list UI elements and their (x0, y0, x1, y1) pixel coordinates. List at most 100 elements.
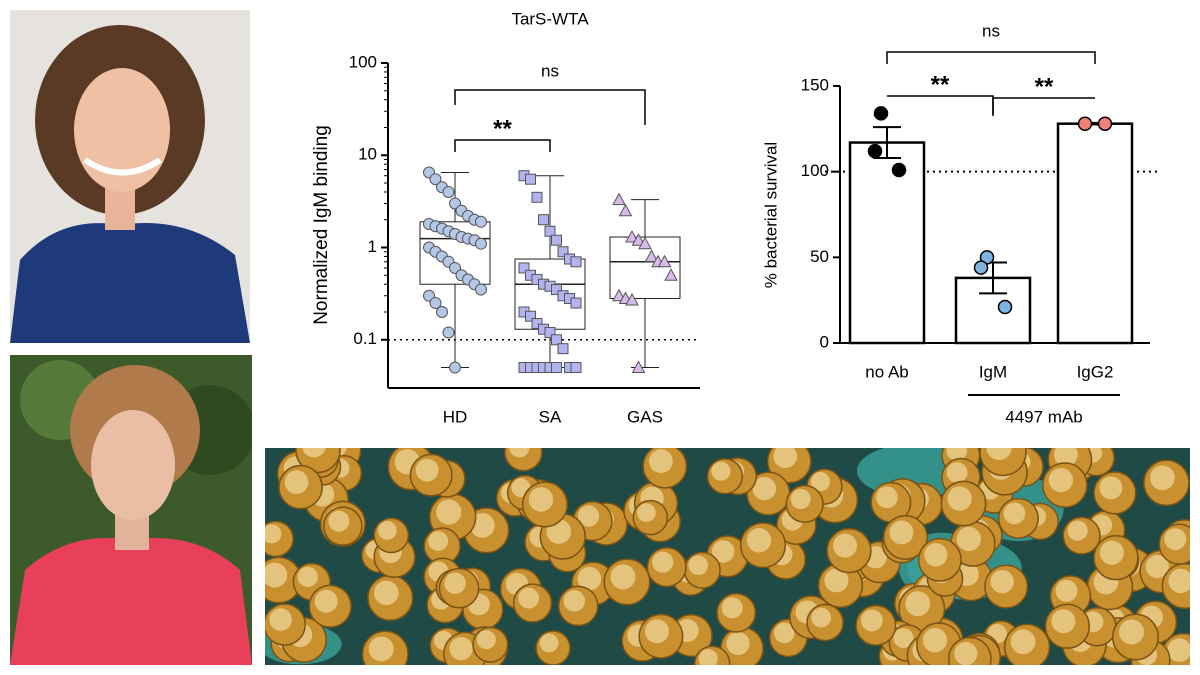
x-tick-label: no Ab (865, 362, 909, 381)
data-point (538, 214, 549, 226)
bacterium-highlight (1010, 629, 1036, 655)
data-point (557, 343, 569, 355)
bacterium-highlight (374, 580, 399, 606)
y-axis-label: % bacterial survival (761, 142, 780, 288)
micrograph (265, 448, 1190, 665)
bacterium-highlight (698, 649, 718, 665)
bacterium-highlight (1003, 502, 1026, 525)
bacterium-highlight (1051, 609, 1076, 634)
data-point (997, 299, 1013, 315)
data-point (475, 215, 487, 228)
bacterium-highlight (284, 470, 309, 494)
x-tick-label: GAS (627, 407, 663, 426)
bacterium-highlight (539, 633, 559, 653)
data-point (873, 106, 889, 121)
bacterium-highlight (810, 472, 831, 492)
data-point (544, 326, 556, 338)
data-point (551, 362, 562, 374)
bacterium-highlight (328, 510, 350, 532)
data-point (1097, 116, 1113, 131)
bacterium-highlight (368, 636, 394, 662)
bacterium-highlight (644, 619, 669, 644)
bacterium-highlight (893, 628, 914, 648)
bacterium-highlight (688, 555, 709, 576)
bacterium-highlight (1067, 520, 1088, 541)
bacterium-highlight (415, 458, 439, 482)
data-point (442, 185, 455, 198)
bacterium-highlight (946, 448, 968, 461)
data-point (436, 305, 448, 318)
y-tick-label: 100 (349, 52, 377, 71)
bacterium-highlight (956, 526, 981, 552)
data-point (531, 318, 543, 330)
data-point (891, 162, 907, 178)
significance-bracket (992, 97, 1095, 116)
bacterium-highlight (752, 476, 777, 501)
bacterium-highlight (577, 505, 600, 527)
bacterium-highlight (905, 591, 931, 617)
bacterium-highlight (711, 540, 735, 563)
y-tick-label: 1 (368, 237, 377, 256)
portrait-photo-2 (10, 355, 252, 665)
data-point (1077, 116, 1093, 131)
data-point (657, 254, 672, 268)
significance-label: ** (931, 71, 950, 98)
bacterium-highlight (1099, 540, 1124, 565)
bacterium-highlight (876, 486, 898, 509)
bacterium-highlight (302, 448, 326, 458)
data-point (518, 262, 530, 274)
bacterium-highlight (824, 568, 849, 593)
bacterium-highlight (1099, 476, 1123, 500)
data-point (557, 246, 569, 258)
group-label: 4497 mAb (1005, 407, 1083, 426)
bacterium-highlight (773, 448, 798, 469)
significance-label: ** (1035, 73, 1054, 100)
data-point (442, 326, 455, 339)
x-tick-label: SA (539, 407, 562, 426)
significance-bracket (887, 95, 994, 114)
chart-title: TarS-WTA (511, 9, 589, 28)
bacterium-highlight (444, 572, 466, 594)
bacterium-highlight (518, 587, 539, 609)
data-point (625, 229, 639, 243)
bar (1056, 122, 1134, 345)
bacterium-highlight (924, 543, 948, 567)
data-point (612, 192, 626, 206)
bacterium-highlight (947, 486, 972, 511)
bacterium-highlight (832, 533, 858, 558)
bacterium-highlight (314, 589, 338, 613)
bacterium-highlight (726, 631, 750, 656)
bacterium-highlight (1167, 638, 1190, 663)
bacterium-highlight (265, 524, 282, 544)
bacterium-highlight (946, 462, 968, 483)
data-point (551, 234, 562, 246)
bacterium-highlight (297, 566, 318, 587)
bacterium-highlight (436, 499, 462, 525)
bacterium-highlight (610, 564, 636, 590)
bacterium-highlight (563, 590, 585, 612)
bacterium-highlight (746, 528, 772, 553)
data-point (570, 297, 582, 309)
bacterium-highlight (990, 569, 1014, 594)
bacterium-highlight (811, 607, 832, 628)
bacterium-highlight (636, 503, 656, 522)
bacterium-highlight (449, 637, 473, 661)
data-point (525, 173, 536, 185)
y-tick-label: 10 (358, 145, 377, 164)
bar (848, 141, 926, 345)
y-tick-label: 100 (801, 161, 829, 180)
data-point (475, 283, 487, 296)
data-point (544, 225, 556, 237)
data-point (618, 203, 633, 217)
bacterium-highlight (265, 562, 288, 588)
data-point (867, 143, 883, 159)
significance-label: ns (982, 21, 1000, 40)
bacterium-highlight (1168, 568, 1190, 594)
portrait-photo-1 (10, 10, 250, 343)
data-point (551, 334, 562, 346)
box (419, 221, 491, 285)
bacterium-highlight (1054, 448, 1078, 467)
bacterium-highlight (1055, 579, 1078, 602)
x-tick-label: IgM (979, 362, 1007, 381)
